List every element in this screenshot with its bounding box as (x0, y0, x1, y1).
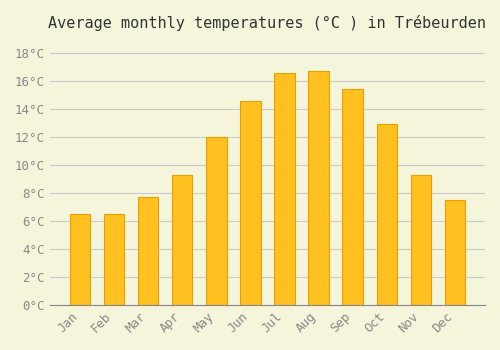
Bar (445, 200, 465, 305)
Bar (376, 125, 397, 305)
Bar (104, 214, 124, 305)
Bar (70, 214, 90, 305)
Bar (274, 73, 294, 305)
Bar (308, 71, 329, 305)
Bar (240, 101, 260, 305)
Bar (342, 90, 363, 305)
Bar (172, 175, 193, 305)
Title: Average monthly temperatures (°C ) in Trébeurden: Average monthly temperatures (°C ) in Tr… (48, 15, 486, 31)
Bar (410, 175, 431, 305)
Bar (206, 137, 227, 305)
Bar (138, 197, 158, 305)
